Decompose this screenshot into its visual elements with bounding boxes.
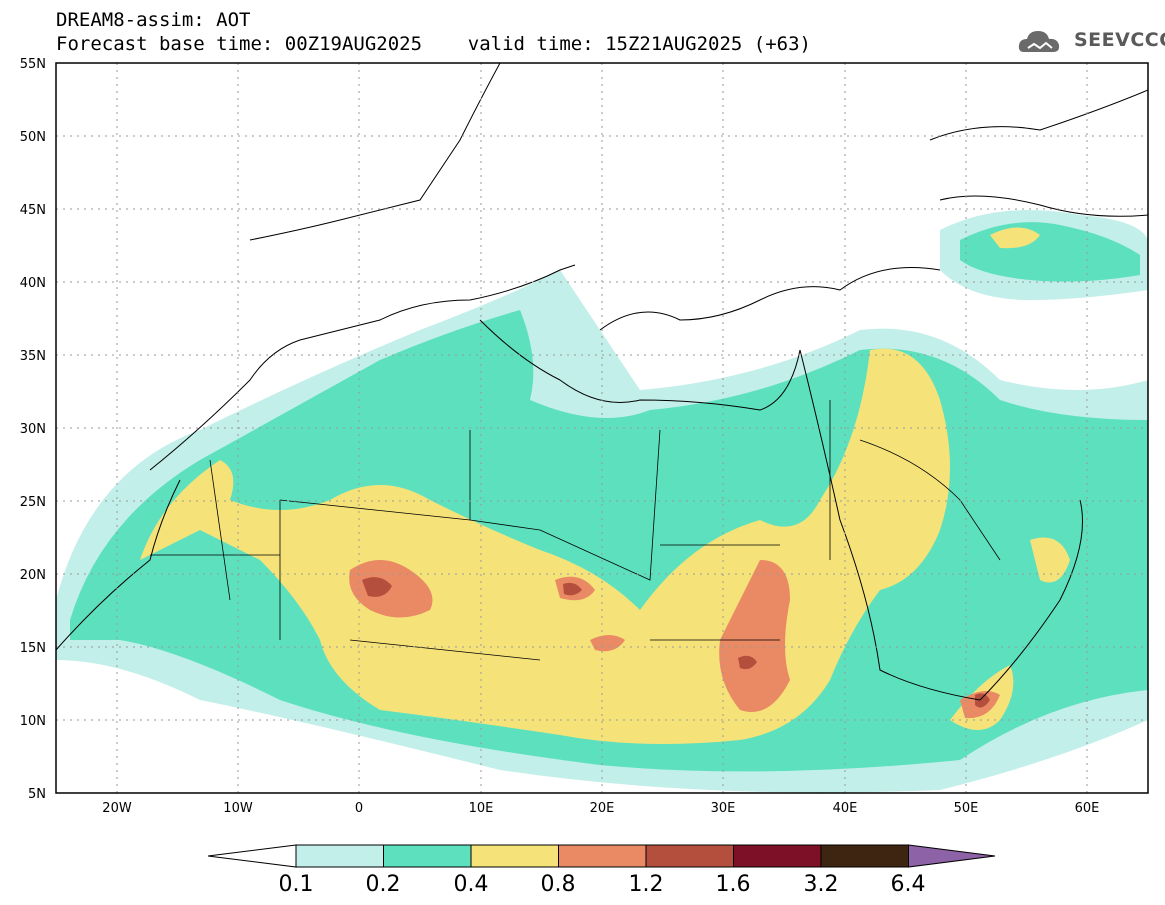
lon-label: 10E [469, 801, 494, 816]
lat-label: 50N [20, 130, 46, 145]
map-frame [55, 62, 1149, 794]
colorbar-swatch [645, 844, 734, 868]
colorbar-label: 0.4 [453, 872, 489, 897]
colorbar-label: 6.4 [890, 872, 926, 897]
lat-label: 30N [20, 422, 46, 437]
colorbar-label: 0.1 [278, 872, 314, 897]
lon-label: 20E [590, 801, 615, 816]
aot-contour-1.2-d [975, 693, 990, 708]
aot-contour-0.8-a [349, 560, 433, 618]
lat-label: 15N [20, 641, 46, 656]
lon-label: 0 [355, 801, 363, 816]
lat-label: 25N [20, 495, 46, 510]
colorbar-swatch [820, 844, 909, 868]
colorbar-swatch [470, 844, 559, 868]
colorbar-swatch [733, 844, 822, 868]
longitude-labels: 20W 10W 0 10E 20E 30E 40E 50E 60E [102, 801, 1099, 816]
lat-label: 20N [20, 568, 46, 583]
colorbar-swatch [383, 844, 472, 868]
aot-contour-0.4-caspian [990, 227, 1040, 249]
colorbar-swatch [295, 844, 384, 868]
aot-field [56, 210, 1148, 793]
lon-label: 50E [954, 801, 979, 816]
latitude-labels: 55N 50N 45N 40N 35N 30N 25N 20N 15N 10N … [20, 57, 46, 802]
colorbar [207, 844, 996, 868]
aot-contour-1.2-c [738, 655, 757, 670]
coastlines [56, 63, 1148, 701]
colorbar-arrow-high [908, 844, 996, 868]
colorbar-label: 1.2 [628, 872, 664, 897]
lat-label: 40N [20, 276, 46, 291]
lat-label: 10N [20, 714, 46, 729]
aot-contour-1.2-a [362, 577, 392, 597]
colorbar-label: 0.8 [540, 872, 576, 897]
colorbar-arrow-low [207, 844, 297, 868]
lon-label: 10W [223, 801, 253, 816]
lat-label: 35N [20, 349, 46, 364]
seevccc-logo: SEEVCCC [1074, 29, 1165, 51]
colorbar-label: 1.6 [715, 872, 751, 897]
lat-label: 55N [20, 57, 46, 72]
lat-label: 5N [28, 787, 46, 802]
lon-label: 40E [833, 801, 858, 816]
lon-label: 60E [1075, 801, 1100, 816]
lon-label: 20W [102, 801, 132, 816]
country-borders [150, 400, 1001, 661]
graticule [56, 63, 1148, 793]
lon-label: 30E [711, 801, 736, 816]
aot-contour-0.8-c [719, 560, 790, 712]
colorbar-label: 0.2 [365, 872, 401, 897]
colorbar-swatch [558, 844, 647, 868]
aot-contour-1.2-b [563, 582, 582, 596]
forecast-times: Forecast base time: 00Z19AUG2025 valid t… [56, 33, 811, 55]
colorbar-label: 3.2 [803, 872, 839, 897]
lat-label: 45N [20, 203, 46, 218]
chart-title: DREAM8-assim: AOT [56, 9, 251, 31]
cloud-icon [1018, 31, 1060, 52]
aot-contour-0.4-east [1030, 537, 1070, 583]
